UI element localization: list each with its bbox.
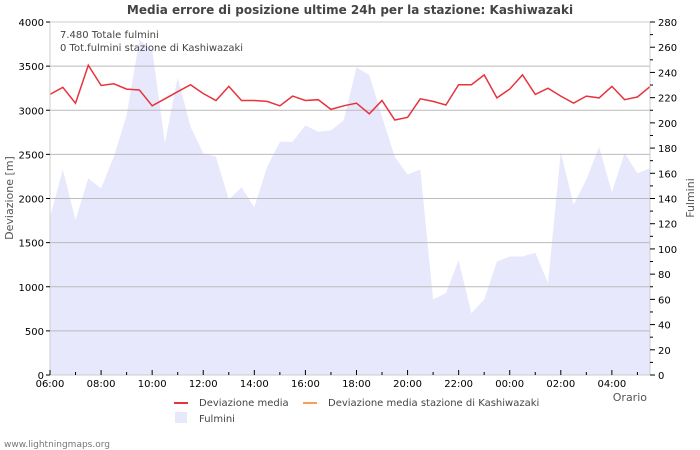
y-right-tick-label: 60: [658, 295, 671, 306]
credit-link[interactable]: www.lightningmaps.org: [4, 440, 110, 450]
x-tick-label: 22:00: [444, 379, 473, 390]
y-tick-label: 2000: [19, 195, 44, 206]
left-axis: 0 500 1000 1500 2000 2500 3000 3500 4000: [19, 18, 50, 382]
y-right-tick-label: 260: [658, 43, 677, 54]
legend-strikes-swatch: [175, 412, 187, 423]
y-right-tick-label: 120: [658, 220, 677, 231]
chart-title: Media errore di posizione ultime 24h per…: [127, 3, 573, 17]
x-tick-label: 00:00: [495, 379, 524, 390]
x-tick-label: 10:00: [138, 379, 167, 390]
y-axis-label: Deviazione [m]: [3, 156, 16, 240]
grid-lines: [50, 65, 650, 332]
y-right-tick-label: 220: [658, 94, 677, 105]
y-right-axis-label: Fulmini: [684, 178, 697, 218]
y-tick-label: 1000: [19, 283, 44, 294]
right-axis: 0 20 40 60 80 100 120 140 160 180 200 220 240 260 280: [650, 18, 677, 382]
y-right-tick-label: 200: [658, 119, 677, 130]
y-right-tick-label: 20: [658, 346, 671, 357]
x-tick-label: 14:00: [240, 379, 269, 390]
legend: Deviazione media Deviazione media stazio…: [174, 398, 539, 425]
y-right-tick-label: 80: [658, 270, 671, 281]
total-strikes-text: 7.480 Totale fulmini: [60, 30, 159, 41]
x-tick-label: 04:00: [597, 379, 626, 390]
legend-station-dev-label: Deviazione media stazione di Kashiwazaki: [328, 398, 539, 409]
x-tick-label: 18:00: [342, 379, 371, 390]
y-tick-label: 0: [38, 371, 44, 382]
legend-strikes-label: Fulmini: [199, 414, 235, 425]
x-tick-label: 20:00: [393, 379, 422, 390]
x-tick-label: 12:00: [189, 379, 218, 390]
legend-dev-label: Deviazione media: [199, 398, 289, 409]
y-tick-label: 500: [25, 327, 44, 338]
y-right-tick-label: 0: [658, 371, 664, 382]
x-tick-label: 16:00: [291, 379, 320, 390]
y-tick-label: 3500: [19, 62, 44, 73]
y-tick-label: 1500: [19, 239, 44, 250]
x-axis: 06:00 08:00 10:00 12:00 14:00 16:00 18:00 20:00…: [36, 370, 638, 390]
y-right-tick-label: 100: [658, 245, 677, 256]
y-right-tick-label: 240: [658, 68, 677, 79]
y-tick-label: 3000: [19, 106, 44, 117]
x-axis-label: Orario: [613, 391, 648, 404]
x-tick-label: 02:00: [546, 379, 575, 390]
deviation-line: [49, 63, 651, 121]
y-tick-label: 4000: [19, 18, 44, 29]
y-right-tick-label: 180: [658, 144, 677, 155]
x-tick-label: 06:00: [36, 379, 65, 390]
y-right-tick-label: 40: [658, 321, 671, 332]
strikes-area: [50, 39, 651, 375]
y-right-tick-label: 140: [658, 195, 677, 206]
x-tick-label: 08:00: [87, 379, 116, 390]
y-tick-label: 2500: [19, 150, 44, 161]
y-right-tick-label: 280: [658, 18, 677, 29]
y-right-tick-label: 160: [658, 169, 677, 180]
station-strikes-text: 0 Tot.fulmini stazione di Kashiwazaki: [60, 43, 243, 54]
